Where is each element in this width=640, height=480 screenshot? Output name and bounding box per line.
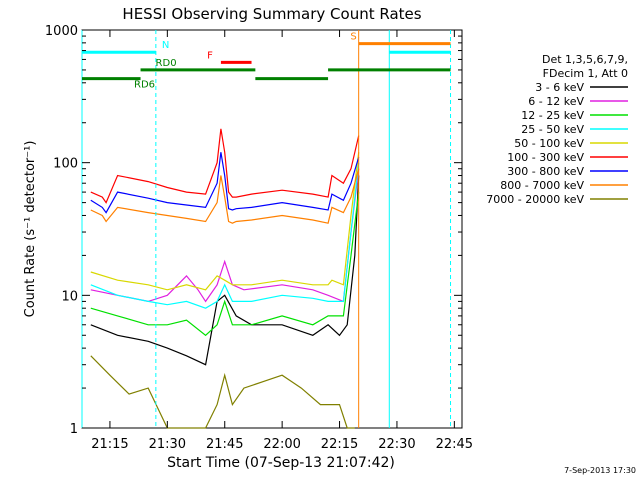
series-line-0: [90, 175, 360, 366]
series-line-3: [90, 162, 360, 309]
series-group: [90, 128, 360, 429]
timestamp: 7-Sep-2013 17:30: [564, 466, 636, 475]
legend-label-5: 100 - 300 keV: [507, 151, 584, 164]
x-tick-label-5: 22:30: [378, 437, 415, 452]
series-line-8: [90, 355, 355, 429]
segment-label-rd0: RD0: [156, 58, 177, 69]
legend-title-line-1: FDecim 1, Att 0: [543, 67, 628, 80]
series-line-7: [90, 168, 360, 224]
series-line-5: [90, 128, 360, 204]
y-tick-label-0: 1: [70, 422, 78, 437]
legend: Det 1,3,5,6,7,9,FDecim 1, Att 03 - 6 keV…: [486, 53, 628, 206]
x-tick-label-3: 22:00: [263, 437, 300, 452]
axis-ticks: 21:15 21:30 21:45 22:00 22:15 22:30 22:45 1 10 10…: [45, 24, 473, 452]
legend-label-2: 12 - 25 keV: [521, 109, 584, 122]
x-axis-label: Start Time (07-Sep-13 21:07:42): [167, 455, 395, 471]
x-tick-label-6: 22:45: [436, 437, 473, 452]
x-tick-label-2: 21:45: [206, 437, 243, 452]
legend-label-3: 25 - 50 keV: [521, 123, 584, 136]
y-tick-label-1: 10: [61, 289, 78, 304]
chart-title: HESSI Observing Summary Count Rates: [122, 5, 421, 23]
legend-label-0: 3 - 6 keV: [535, 81, 584, 94]
series-line-4: [90, 152, 360, 291]
legend-label-8: 7000 - 20000 keV: [486, 193, 584, 206]
legend-title-line-0: Det 1,3,5,6,7,9,: [542, 53, 628, 66]
y-tick-label-2: 100: [53, 157, 78, 172]
series-line-6: [90, 152, 360, 214]
segment-label-rd6: RD6: [134, 80, 155, 91]
y-axis-label: Count Rate (s⁻¹ detector⁻¹): [23, 141, 38, 318]
x-tick-label-1: 21:30: [149, 437, 186, 452]
segment-label-n: N: [162, 40, 169, 51]
x-tick-label-0: 21:15: [91, 437, 128, 452]
legend-label-1: 6 - 12 keV: [528, 95, 584, 108]
legend-label-7: 800 - 7000 keV: [500, 179, 584, 192]
x-tick-label-4: 22:15: [321, 437, 358, 452]
legend-label-4: 50 - 100 keV: [514, 137, 584, 150]
legend-label-6: 300 - 800 keV: [507, 165, 584, 178]
series-line-2: [90, 192, 360, 337]
segment-label-f: F: [207, 50, 213, 61]
series-line-1: [90, 168, 360, 303]
segment-label-s: S: [350, 32, 356, 43]
y-tick-label-3: 1000: [45, 24, 78, 39]
